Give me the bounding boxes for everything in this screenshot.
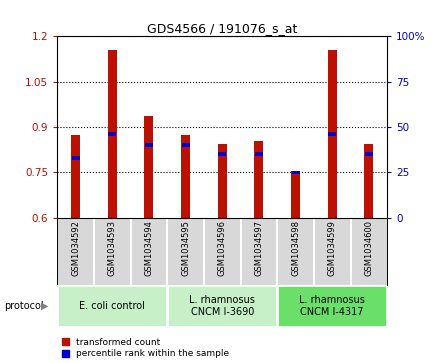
- Bar: [277, 285, 387, 327]
- Bar: [71, 135, 80, 218]
- Bar: [328, 132, 336, 136]
- Bar: [182, 143, 190, 147]
- Bar: [291, 171, 300, 218]
- Legend: transformed count, percentile rank within the sample: transformed count, percentile rank withi…: [62, 338, 229, 359]
- Bar: [328, 50, 337, 218]
- Bar: [72, 156, 80, 160]
- Bar: [167, 285, 277, 327]
- Bar: [57, 285, 167, 327]
- Bar: [218, 152, 226, 156]
- Text: GSM1034592: GSM1034592: [71, 220, 80, 276]
- Text: GSM1034598: GSM1034598: [291, 220, 300, 276]
- Text: GSM1034597: GSM1034597: [254, 220, 264, 276]
- Text: E. coli control: E. coli control: [79, 301, 145, 311]
- Bar: [218, 144, 227, 218]
- Bar: [364, 144, 374, 218]
- Bar: [254, 140, 264, 218]
- Text: L. rhamnosus
CNCM I-4317: L. rhamnosus CNCM I-4317: [299, 295, 365, 317]
- Bar: [108, 132, 116, 136]
- Text: GSM1034599: GSM1034599: [328, 220, 337, 276]
- Bar: [292, 171, 300, 174]
- Title: GDS4566 / 191076_s_at: GDS4566 / 191076_s_at: [147, 22, 297, 35]
- Text: L. rhamnosus
CNCM I-3690: L. rhamnosus CNCM I-3690: [189, 295, 255, 317]
- Text: GSM1034593: GSM1034593: [108, 220, 117, 276]
- Text: GSM1034595: GSM1034595: [181, 220, 190, 276]
- Text: ▶: ▶: [41, 301, 48, 311]
- Bar: [365, 152, 373, 156]
- Text: GSM1034600: GSM1034600: [364, 220, 374, 276]
- Text: protocol: protocol: [4, 301, 44, 311]
- Text: GSM1034596: GSM1034596: [218, 220, 227, 276]
- Text: GSM1034594: GSM1034594: [144, 220, 154, 276]
- Bar: [145, 143, 153, 147]
- Bar: [108, 50, 117, 218]
- Bar: [181, 135, 190, 218]
- Bar: [255, 152, 263, 156]
- Bar: [144, 117, 154, 218]
